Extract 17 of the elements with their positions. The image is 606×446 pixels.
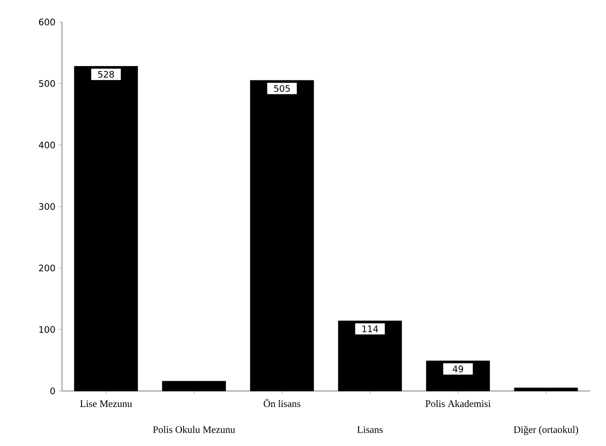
data-label: 114 xyxy=(362,326,378,332)
data-label: 505 xyxy=(274,85,290,92)
y-tick-label: 600 xyxy=(39,18,55,26)
x-tick-label: Diğer (ortaokul) xyxy=(514,426,578,435)
x-tick-label: Lise Mezunu xyxy=(80,400,132,408)
x-tick-label: Ön lisans xyxy=(264,398,300,408)
y-tick-label: 0 xyxy=(50,388,55,394)
y-tick-label: 500 xyxy=(39,80,55,87)
x-tick-label: Polis Akademisi xyxy=(425,400,491,408)
y-tick-label: 400 xyxy=(38,142,55,148)
x-tick-label: Polis Okulu Mezunu xyxy=(153,426,236,433)
y-tick-label: 200 xyxy=(39,264,55,272)
y-tick-label: 300 xyxy=(39,203,55,210)
data-label: 49 xyxy=(452,366,464,372)
x-tick-label: Lisans xyxy=(357,426,383,433)
y-tick-label: 100 xyxy=(39,326,55,333)
data-label: 528 xyxy=(98,70,114,78)
